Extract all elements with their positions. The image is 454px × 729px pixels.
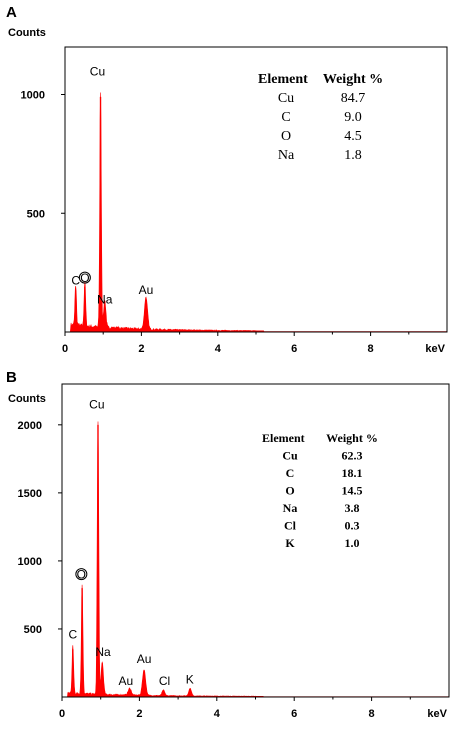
- element-table: Element Weight % Cu 62.3 C 18.1 O 14.5 Na 3.8 Cl 0.…: [262, 431, 378, 550]
- peak-label-o: O: [80, 271, 89, 285]
- x-tick-label: 0: [62, 343, 68, 355]
- table-cell-weight: 62.3: [342, 449, 363, 463]
- peak-label-au: Au: [119, 674, 134, 688]
- x-tick-label: 2: [136, 708, 142, 720]
- x-tick-label: 8: [368, 343, 374, 355]
- table-cell-weight: 1.0: [345, 536, 360, 550]
- peak-label-cu: Cu: [90, 65, 105, 79]
- peak-label-o: O: [77, 568, 86, 582]
- peak-label-c: C: [71, 274, 80, 288]
- table-cell-weight: 1.8: [344, 148, 362, 163]
- peak-label-cl: Cl: [159, 674, 170, 688]
- y-tick-label: 1000: [18, 556, 42, 568]
- panel-letter: A: [6, 4, 17, 21]
- table-cell-element: C: [281, 110, 290, 125]
- spectrum-area: [69, 92, 448, 333]
- table-cell-element: Cu: [282, 449, 298, 463]
- x-tick-label: 8: [369, 708, 375, 720]
- table-cell-weight: 9.0: [344, 110, 362, 125]
- x-tick-label: 6: [291, 343, 297, 355]
- y-tick-label: 1000: [21, 90, 45, 102]
- peak-label-na: Na: [97, 293, 113, 307]
- element-table: Element Weight % Cu 84.7 C 9.0 O 4.5 Na 1.8: [258, 72, 383, 163]
- peak-label-cu: Cu: [89, 397, 104, 411]
- table-cell-weight: 4.5: [344, 129, 362, 144]
- table-cell-element: O: [281, 129, 291, 144]
- peak-label-na: Na: [95, 645, 111, 659]
- x-tick-label: 4: [215, 343, 222, 355]
- x-tick-label: 4: [214, 708, 221, 720]
- table-cell-element: C: [286, 466, 295, 480]
- y-tick-label: 2000: [18, 420, 42, 432]
- table-header: Element: [262, 431, 305, 445]
- y-tick-label: 1500: [18, 488, 42, 500]
- peak-label-k: K: [186, 672, 194, 686]
- x-unit-label: keV: [427, 708, 447, 720]
- plot-frame: [64, 46, 448, 333]
- table-cell-element: Na: [278, 148, 295, 163]
- x-tick-label: 0: [59, 708, 65, 720]
- table-cell-element: Cl: [284, 519, 297, 533]
- plot-frame: [61, 383, 450, 698]
- table-header: Weight %: [326, 431, 378, 445]
- table-cell-weight: 18.1: [342, 466, 363, 480]
- peak-label-c: C: [69, 627, 78, 641]
- x-tick-label: 6: [291, 708, 297, 720]
- y-tick-label: 500: [24, 624, 42, 636]
- peak-label-au: Au: [137, 652, 152, 666]
- peak-label-au: Au: [139, 283, 154, 297]
- table-cell-weight: 3.8: [345, 501, 360, 515]
- table-cell-element: K: [285, 536, 295, 550]
- table-cell-weight: 14.5: [342, 484, 363, 498]
- y-axis-label: Counts: [8, 393, 46, 405]
- table-header: Element: [258, 72, 308, 87]
- table-cell-element: O: [285, 484, 294, 498]
- circle-marker: [75, 568, 88, 581]
- table-cell-element: Cu: [278, 91, 294, 106]
- table-cell-weight: 0.3: [345, 519, 360, 533]
- y-tick-label: 500: [27, 208, 45, 220]
- table-cell-weight: 84.7: [341, 91, 366, 106]
- x-unit-label: keV: [425, 343, 445, 355]
- y-axis-label: Counts: [8, 27, 46, 39]
- spectrum-area: [66, 421, 450, 698]
- table-cell-element: Na: [283, 501, 298, 515]
- x-tick-label: 2: [138, 343, 144, 355]
- table-header: Weight %: [323, 72, 383, 87]
- panel-letter: B: [6, 369, 17, 386]
- circle-marker: [78, 271, 91, 284]
